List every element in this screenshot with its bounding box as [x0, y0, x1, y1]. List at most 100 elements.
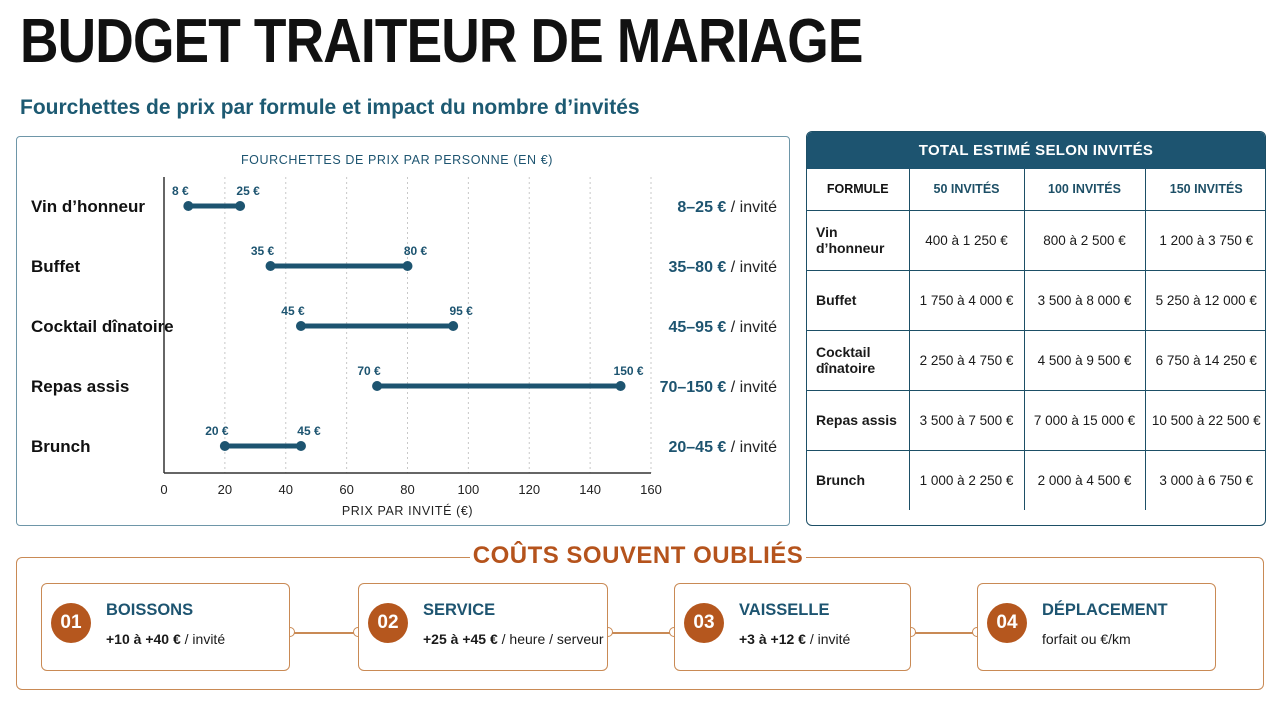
- table-formula-cell: Buffet: [807, 269, 910, 331]
- cost-card-vaisselle: 03 VAISSELLE +3 à +12 € / invité: [674, 583, 911, 671]
- range-summary: 70–150 € / invité: [660, 379, 778, 396]
- table-formula-cell: Brunch: [807, 449, 910, 510]
- cost-value: +3 à +12 €: [739, 631, 806, 647]
- table-row: Cocktail dînatoire 2 250 à 4 750 €4 500 à …: [807, 329, 1265, 391]
- table-value-cell: 4 500 à 9 500 €: [1023, 329, 1146, 391]
- high-value-label: 80 €: [404, 244, 428, 258]
- range-low-point: [295, 321, 306, 331]
- cost-number-badge: 02: [368, 603, 408, 643]
- table-formula-cell: Repas assis: [807, 389, 910, 451]
- range-low-point: [183, 201, 194, 211]
- table-value-cell: 3 500 à 7 500 €: [908, 389, 1025, 451]
- range-low-point: [219, 441, 230, 451]
- table-value-cell: 1 750 à 4 000 €: [908, 269, 1025, 331]
- range-summary-value: 45–95 €: [668, 319, 726, 336]
- low-value-label: 8 €: [172, 184, 189, 198]
- range-high-point: [402, 261, 413, 271]
- cost-detail: +10 à +40 € / invité: [106, 631, 225, 647]
- x-tick-label: 20: [218, 482, 232, 497]
- table-header-cell: 100 INVITÉS: [1023, 169, 1146, 211]
- high-value-label: 95 €: [449, 304, 473, 318]
- cost-detail: +3 à +12 € / invité: [739, 631, 850, 647]
- category-label: Buffet: [31, 257, 80, 276]
- table-formula-cell: Vin d’honneur: [807, 209, 910, 271]
- cost-detail: forfait ou €/km: [1042, 631, 1131, 647]
- cost-number-badge: 01: [51, 603, 91, 643]
- range-high-point: [295, 441, 306, 451]
- range-high-point: [615, 381, 626, 391]
- table-row: Buffet 1 750 à 4 000 €3 500 à 8 000 €5 25…: [807, 269, 1265, 331]
- table-value-cell: 400 à 1 250 €: [908, 209, 1025, 271]
- table-row: Brunch 1 000 à 2 250 €2 000 à 4 500 €3 00…: [807, 449, 1265, 510]
- range-high-point: [448, 321, 459, 331]
- cost-card-service: 02 SERVICE +25 à +45 € / heure / serveur: [358, 583, 608, 671]
- table-value-cell: 3 500 à 8 000 €: [1023, 269, 1146, 331]
- connector-line: [608, 632, 674, 634]
- low-value-label: 35 €: [251, 244, 275, 258]
- range-summary-value: 8–25 €: [677, 199, 726, 216]
- table-value-cell: 5 250 à 12 000 €: [1144, 269, 1265, 331]
- connector-line: [911, 632, 977, 634]
- table-value-cell: 2 000 à 4 500 €: [1023, 449, 1146, 510]
- table-value-cell: 2 250 à 4 750 €: [908, 329, 1025, 391]
- low-value-label: 70 €: [357, 364, 381, 378]
- connector-line: [290, 632, 358, 634]
- price-range-chart: FOURCHETTES DE PRIX PAR PERSONNE (EN €) 0…: [31, 153, 778, 518]
- low-value-label: 20 €: [205, 424, 229, 438]
- cost-unit: forfait ou €/km: [1042, 631, 1131, 647]
- table-row: Vin d’honneur 400 à 1 250 €800 à 2 500 €1…: [807, 209, 1265, 271]
- high-value-label: 45 €: [297, 424, 321, 438]
- range-summary-unit: / invité: [726, 319, 777, 336]
- table-value-cell: 1 200 à 3 750 €: [1144, 209, 1265, 271]
- cost-number-badge: 04: [987, 603, 1027, 643]
- x-tick-label: 0: [160, 482, 167, 497]
- cost-value: +10 à +40 €: [106, 631, 181, 647]
- forgotten-costs-title: COÛTS SOUVENT OUBLIÉS: [470, 542, 806, 570]
- cost-label: BOISSONS: [106, 601, 194, 619]
- page-subtitle: Fourchettes de prix par formule et impac…: [20, 96, 640, 119]
- table-header-cell: 150 INVITÉS: [1144, 169, 1265, 211]
- table-value-cell: 3 000 à 6 750 €: [1144, 449, 1265, 510]
- low-value-label: 45 €: [281, 304, 305, 318]
- table-formula-cell: Cocktail dînatoire: [807, 329, 910, 391]
- table-row: Repas assis 3 500 à 7 500 €7 000 à 15 000…: [807, 389, 1265, 451]
- cost-detail: +25 à +45 € / heure / serveur: [423, 631, 604, 647]
- table-value-cell: 7 000 à 15 000 €: [1023, 389, 1146, 451]
- cost-card-boissons: 01 BOISSONS +10 à +40 € / invité: [41, 583, 290, 671]
- category-label: Cocktail dînatoire: [31, 317, 174, 336]
- cost-label: DÉPLACEMENT: [1042, 601, 1168, 619]
- cost-number-badge: 03: [684, 603, 724, 643]
- x-tick-label: 140: [579, 482, 601, 497]
- cost-unit: / invité: [805, 631, 851, 647]
- table-value-cell: 6 750 à 14 250 €: [1144, 329, 1265, 391]
- price-range-chart-panel: FOURCHETTES DE PRIX PAR PERSONNE (EN €) 0…: [16, 136, 790, 526]
- range-summary: 8–25 € / invité: [677, 199, 777, 216]
- high-value-label: 25 €: [236, 184, 260, 198]
- table-title: TOTAL ESTIMÉ SELON INVITÉS: [807, 132, 1265, 169]
- x-tick-label: 60: [339, 482, 353, 497]
- range-summary-unit: / invité: [726, 439, 777, 456]
- category-label: Repas assis: [31, 377, 129, 396]
- cost-label: SERVICE: [423, 601, 496, 619]
- cost-unit: / heure / serveur: [497, 631, 604, 647]
- x-tick-label: 160: [640, 482, 662, 497]
- range-low-point: [372, 381, 383, 391]
- range-summary-value: 70–150 €: [660, 379, 727, 396]
- range-summary-unit: / invité: [726, 199, 777, 216]
- range-summary: 20–45 € / invité: [668, 439, 777, 456]
- x-tick-label: 100: [458, 482, 480, 497]
- category-label: Vin d’honneur: [31, 197, 145, 216]
- page-title: BUDGET TRAITEUR DE MARIAGE: [20, 7, 863, 76]
- category-label: Brunch: [31, 437, 91, 456]
- high-value-label: 150 €: [614, 364, 644, 378]
- cost-unit: / invité: [180, 631, 226, 647]
- table-value-cell: 10 500 à 22 500 €: [1144, 389, 1265, 451]
- range-summary-unit: / invité: [726, 259, 777, 276]
- range-summary: 35–80 € / invité: [668, 259, 777, 276]
- table-value-cell: 1 000 à 2 250 €: [908, 449, 1025, 510]
- total-estimate-table-panel: TOTAL ESTIMÉ SELON INVITÉS FORMULE 50 INV…: [806, 131, 1266, 526]
- table-value-cell: 800 à 2 500 €: [1023, 209, 1146, 271]
- table-header-cell: FORMULE: [807, 169, 910, 211]
- x-tick-label: 120: [518, 482, 540, 497]
- total-estimate-table: FORMULE 50 INVITÉS 100 INVITÉS 150 INVITÉS V…: [807, 169, 1265, 510]
